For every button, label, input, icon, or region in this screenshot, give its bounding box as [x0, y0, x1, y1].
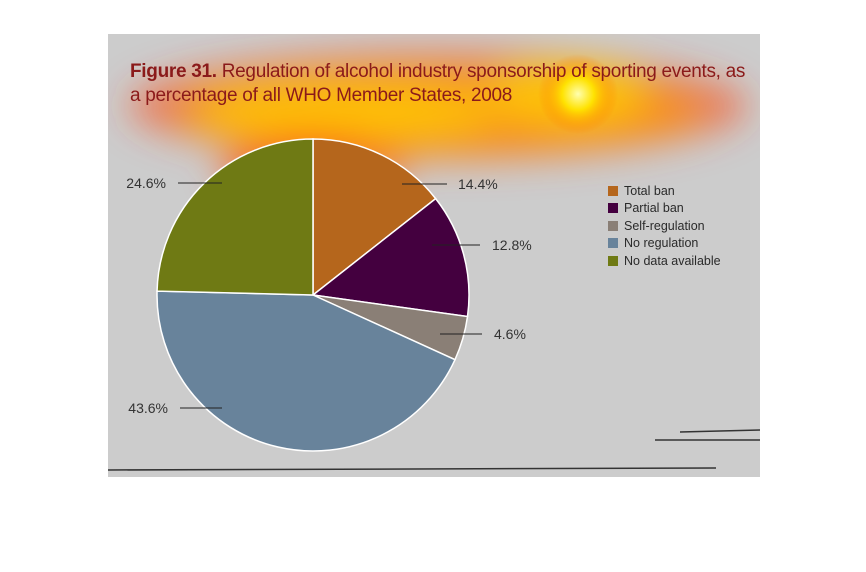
legend-item: Total ban [608, 182, 721, 200]
figure-caption: Regulation of alcohol industry sponsorsh… [130, 61, 746, 106]
legend-label: No regulation [624, 236, 699, 251]
pie-slice-total-ban [312, 138, 437, 297]
pie-slice-no-data-available [156, 138, 314, 296]
legend-label: Total ban [624, 183, 675, 198]
chart-title: Figure 31. Regulation of alcohol industr… [130, 60, 750, 108]
legend-swatch [608, 238, 618, 249]
slice-label: 43.6% [128, 400, 168, 416]
leader-lines [178, 182, 482, 409]
legend-swatch [608, 203, 618, 214]
legend-item: No regulation [608, 235, 721, 253]
legend-swatch [608, 220, 618, 231]
slice-label: 24.6% [126, 175, 166, 191]
pie-slice-no-regulation [156, 290, 456, 452]
legend: Total ban Partial ban Self-regulation No re… [608, 182, 721, 270]
legend-item: No data available [608, 252, 721, 270]
slice-label: 14.4% [458, 176, 498, 192]
pie-slice-partial-ban [311, 197, 470, 318]
slice-labels: 14.4% 12.8% 4.6% 43.6% 24.6% [126, 175, 531, 416]
legend-label: No data available [624, 253, 721, 268]
legend-item: Self-regulation [608, 217, 721, 235]
figure-number: Figure 31. [130, 61, 217, 82]
slice-label: 12.8% [492, 237, 532, 253]
legend-swatch [608, 255, 618, 266]
legend-label: Self-regulation [624, 218, 705, 233]
legend-label: Partial ban [624, 201, 684, 216]
legend-swatch [608, 185, 618, 196]
slice-label: 4.6% [494, 326, 526, 342]
legend-item: Partial ban [608, 200, 721, 218]
pie-slices [156, 138, 470, 452]
decorative-rules [107, 429, 761, 471]
